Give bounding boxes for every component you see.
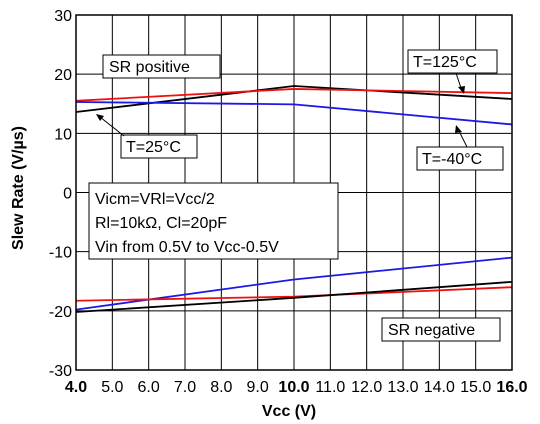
x-tick-label: 9.0 [247, 379, 269, 396]
y-tick-labels: -30 -20 -10 0 10 20 30 [49, 8, 72, 380]
series-line [75, 280, 513, 313]
x-tick-label: 5.0 [101, 379, 123, 396]
y-tick-label: 30 [54, 8, 72, 25]
t25-arrow [99, 116, 125, 137]
conditions-line-1: Vicm=VRl=Vcc/2 [95, 191, 215, 208]
sr-positive-box [102, 54, 221, 79]
series-line [75, 88, 513, 102]
series-line [75, 286, 513, 302]
x-tick-label: 14.0 [424, 379, 455, 396]
y-tick-label: 0 [63, 186, 72, 203]
x-tick-label: 12.0 [351, 379, 382, 396]
y-tick-label: -20 [49, 304, 72, 321]
x-tick-label: 16.0 [496, 379, 527, 396]
x-tick-label: 13.0 [387, 379, 418, 396]
series-line [75, 101, 513, 126]
x-tick-label: 8.0 [210, 379, 232, 396]
conditions-box [88, 182, 339, 260]
sr-positive-label: SR positive [109, 59, 190, 76]
sr-negative-box [381, 317, 501, 342]
x-axis-label: Vcc (V) [262, 403, 316, 420]
sr-negative-label: SR negative [388, 322, 475, 339]
t25-label: T=25°C [126, 139, 181, 156]
series-lines [75, 85, 513, 313]
plot-frame [75, 14, 513, 371]
x-tick-label: 11.0 [315, 379, 345, 396]
y-tick-label: 10 [54, 126, 72, 143]
t25-arrowhead [96, 114, 104, 121]
tm40-arrowhead [455, 125, 462, 133]
x-tick-label: 6.0 [138, 379, 160, 396]
y-axis-label: Slew Rate (V/µs) [10, 126, 27, 250]
x-tick-label: 10.0 [278, 379, 309, 396]
y-tick-label: -30 [49, 363, 72, 380]
x-tick-label: 15.0 [460, 379, 491, 396]
conditions-line-3: Vin from 0.5V to Vcc-0.5V [95, 239, 279, 256]
y-tick-label: -10 [49, 245, 72, 262]
x-tick-label: 4.0 [65, 379, 87, 396]
t125-arrowhead [458, 86, 465, 94]
x-tick-labels: 4.0 5.0 6.0 7.0 8.0 9.0 10.0 11.0 12.0 13.0 14.0 15… [65, 379, 528, 396]
tm40-box [416, 146, 504, 171]
tm40-label: T=-40°C [422, 151, 482, 168]
t125-label: T=125°C [413, 54, 477, 71]
t25-box [120, 134, 198, 159]
t125-box [407, 49, 498, 74]
x-tick-label: 7.0 [174, 379, 196, 396]
conditions-line-2: Rl=10kΩ, Cl=20pF [95, 215, 227, 232]
y-tick-label: 20 [54, 67, 72, 84]
